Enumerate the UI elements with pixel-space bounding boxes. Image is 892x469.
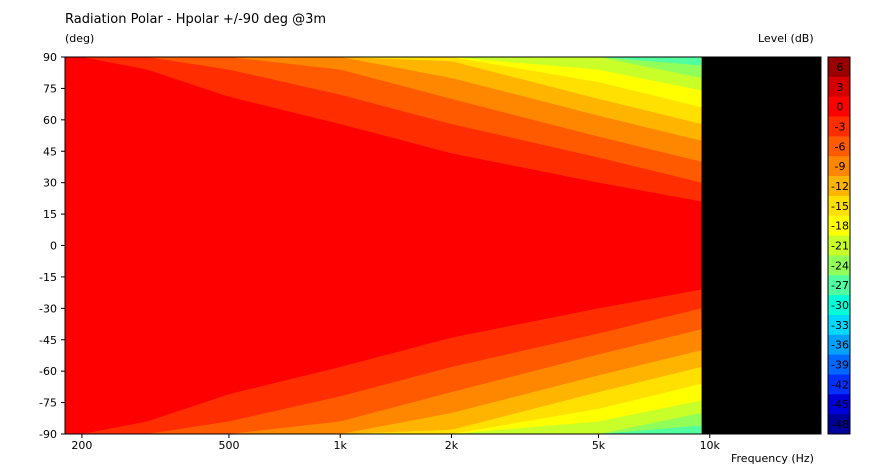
colorbar-label-value: -21 <box>831 240 849 253</box>
colorbar-label-value: -3 <box>835 120 846 133</box>
y-tick-label: -90 <box>39 428 57 441</box>
y-tick-label: -75 <box>39 397 57 410</box>
x-tick-label: 10k <box>700 439 721 452</box>
colorbar-frame <box>827 56 851 435</box>
level-band--18-upper <box>65 57 702 108</box>
colorbar-label-value: 3 <box>837 81 844 94</box>
y-tick-label: 75 <box>43 82 57 95</box>
x-tick-label: 1k <box>334 439 348 452</box>
colorbar-label-value: -33 <box>831 319 849 332</box>
colorbar-label-value: -48 <box>831 418 849 431</box>
colorbar-label-value: -30 <box>831 299 849 312</box>
y-tick-label: -45 <box>39 334 57 347</box>
x-tick-label: 5k <box>592 439 606 452</box>
level-band--27-upper <box>65 57 702 66</box>
colorbar-label-value: -45 <box>831 398 849 411</box>
y-tick-label: 45 <box>43 145 57 158</box>
x-axis-label: Frequency (Hz) <box>731 452 814 465</box>
x-tick-label: 500 <box>218 439 239 452</box>
chart-title: Radiation Polar - Hpolar +/-90 deg @3m <box>65 12 327 27</box>
y-tick-label: 30 <box>43 177 57 190</box>
colorbar-label-value: -36 <box>831 339 849 352</box>
colorbar-swatch <box>828 374 850 395</box>
colorbar-swatch <box>828 414 850 435</box>
colorbar-label-value: -15 <box>831 200 849 213</box>
level-band--15-lower <box>65 366 702 434</box>
y-tick-label: -60 <box>39 365 57 378</box>
y-tick-label: 15 <box>43 208 57 221</box>
level-band--27-lower <box>65 425 702 434</box>
colorbar-swatch <box>828 354 850 375</box>
y-tick-label: 90 <box>43 51 57 64</box>
colorbar-swatch <box>828 116 850 137</box>
colorbar-swatch <box>828 136 850 157</box>
colorbar-swatch <box>828 176 850 197</box>
colorbar-swatch <box>828 57 850 78</box>
colorbar-swatch <box>828 275 850 296</box>
colorbar-swatch <box>828 76 850 98</box>
colorbar-label-value: -39 <box>831 359 849 372</box>
x-tick-label: 200 <box>71 439 92 452</box>
colorbar-label-value: -24 <box>831 259 849 272</box>
colorbar-swatch <box>828 215 850 237</box>
colorbar-swatch <box>828 334 850 356</box>
colorbar-swatch <box>828 314 850 336</box>
colorbar-swatch <box>828 255 850 276</box>
colorbar-swatch <box>828 195 850 217</box>
level-band--15-upper <box>65 57 702 125</box>
colorbar-label-value: -6 <box>835 140 846 153</box>
colorbar-swatch <box>828 295 850 316</box>
colorbar-label: Level (dB) <box>758 32 814 45</box>
colorbar-label-value: -9 <box>835 160 846 173</box>
y-tick-label: 60 <box>43 114 57 127</box>
y-tick-label: -30 <box>39 302 57 315</box>
x-tick-label: 2k <box>445 439 459 452</box>
colorbar-swatch <box>828 394 850 415</box>
y-tick-label: 0 <box>50 240 57 253</box>
colorbar-label-value: 6 <box>837 61 844 74</box>
y-axis-label: (deg) <box>65 32 95 45</box>
colorbar-label-value: -27 <box>831 279 849 292</box>
colorbar-label-value: -42 <box>831 378 849 391</box>
colorbar-label-value: -18 <box>831 220 849 233</box>
colorbar-swatch <box>828 156 850 177</box>
colorbar-label-value: 0 <box>837 101 844 114</box>
colorbar-swatch <box>828 96 850 118</box>
colorbar-swatch <box>828 235 850 256</box>
colorbar-label-value: -12 <box>831 180 849 193</box>
level-band--18-lower <box>65 383 702 434</box>
y-tick-label: -15 <box>39 271 57 284</box>
